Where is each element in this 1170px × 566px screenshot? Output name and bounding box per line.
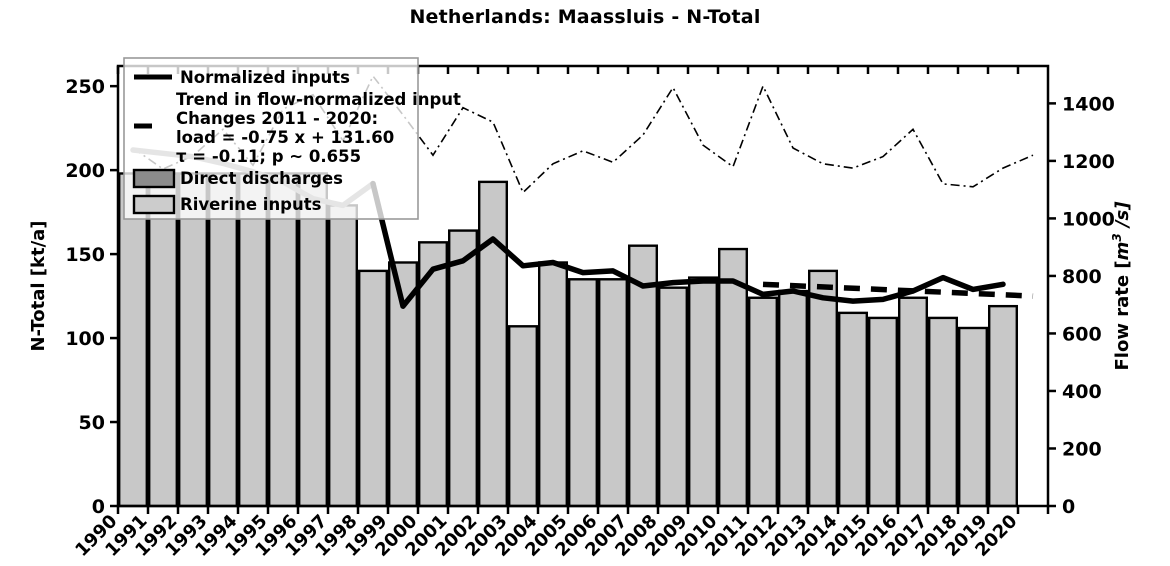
legend-marker-riverine-inputs [132, 194, 176, 215]
bar-riverine-2007 [628, 244, 659, 508]
bar-riverine-1997 [328, 204, 359, 508]
y-axis-left-ticks: 0 50 100 150 200 250 [65, 76, 118, 518]
bar-riverine-2013 [808, 269, 839, 508]
legend: Normalized inputs Trend in flow-normaliz… [123, 57, 461, 220]
y-tick-label-right-1400: 1400 [1062, 93, 1115, 115]
y-axis-right-ticks: 0 200 400 600 800 1000 1200 1400 [1048, 93, 1115, 518]
bar-riverine-2019 [988, 304, 1019, 508]
y-axis-left-label: N-Total [kt/a] [28, 220, 49, 351]
bar-riverine-1994 [237, 172, 268, 508]
y-tick-label-right-0: 0 [1062, 496, 1075, 518]
plot-frame [116, 64, 1050, 508]
y-tick-label-right-1000: 1000 [1062, 208, 1115, 230]
legend-label-trend-period: Changes 2011 - 2020: [176, 109, 378, 128]
y-tick-label-right-1200: 1200 [1062, 151, 1115, 173]
bar-riverine-1998 [358, 269, 389, 508]
legend-marker-direct-discharges [132, 168, 176, 189]
legend-label-direct-discharges: Direct discharges [180, 169, 343, 188]
legend-label-trend: Trend in flow-normalized input [176, 90, 461, 109]
bar-riverine-2009 [688, 276, 719, 508]
bar-riverine-2017 [928, 316, 959, 508]
y-tick-label-left-100: 100 [65, 328, 105, 350]
bar-riverine-2006 [598, 278, 629, 508]
bar-riverine-2016 [898, 296, 929, 508]
bar-riverine-2002 [478, 180, 509, 508]
bar-riverine-2004 [538, 261, 569, 508]
bar-riverine-1992 [177, 172, 208, 508]
y-tick-label-left-200: 200 [65, 160, 105, 182]
y-tick-label-right-600: 600 [1062, 323, 1102, 345]
legend-background [123, 57, 419, 220]
legend-label-normalized-inputs: Normalized inputs [180, 68, 350, 87]
bar-riverine-2011 [748, 296, 779, 508]
y-axis-right-label: Flow rate [m3 /s] [1110, 201, 1133, 371]
bar-riverine-2008 [658, 286, 689, 508]
normalized-inputs-segment-late [370, 180, 1006, 309]
bar-riverine-1991 [147, 172, 178, 508]
trend-line [762, 281, 1034, 299]
legend-label-riverine-inputs: Riverine inputs [180, 195, 322, 214]
bar-riverine-1990 [117, 172, 148, 508]
bar-riverine-2015 [868, 316, 899, 508]
y-tick-label-right-400: 400 [1062, 381, 1102, 403]
bar-riverine-2012 [778, 289, 809, 508]
flow-rate-line [132, 74, 1034, 194]
y-tick-label-left-50: 50 [79, 412, 105, 434]
bar-riverine-2014 [838, 311, 869, 508]
y-tick-label-left-150: 150 [65, 244, 105, 266]
right-label-prefix: Flow rate [ [1112, 260, 1133, 370]
y-tick-label-left-0: 0 [92, 496, 105, 518]
flow-rate-polyline [132, 74, 1034, 194]
bar-riverine-1996 [298, 172, 329, 508]
y-tick-label-left-250: 250 [65, 76, 105, 98]
svg-text:Flow rate [m3 /s]: Flow rate [m3 /s] [1110, 201, 1133, 371]
bar-riverine-2018 [958, 326, 989, 508]
y-tick-label-right-800: 800 [1062, 266, 1102, 288]
y-tick-label-right-200: 200 [1062, 438, 1102, 460]
trend-line-segment [762, 281, 1034, 299]
bar-riverine-1993 [207, 172, 238, 508]
legend-label-trend-stats: τ = -0.11; p ~ 0.655 [176, 147, 361, 166]
bar-riverine-1995 [268, 172, 299, 508]
right-label-exponent: 3 [1110, 233, 1124, 241]
right-label-m: m [1112, 242, 1133, 261]
bar-riverine-2001 [448, 229, 479, 508]
bars-group [117, 172, 1019, 508]
bar-riverine-2005 [568, 278, 599, 508]
page-title: Netherlands: Maassluis - N-Total [409, 6, 761, 28]
bar-riverine-2003 [508, 325, 539, 508]
right-label-suffix: /s] [1112, 201, 1133, 234]
legend-label-trend-equation: load = -0.75 x + 131.60 [176, 128, 394, 147]
